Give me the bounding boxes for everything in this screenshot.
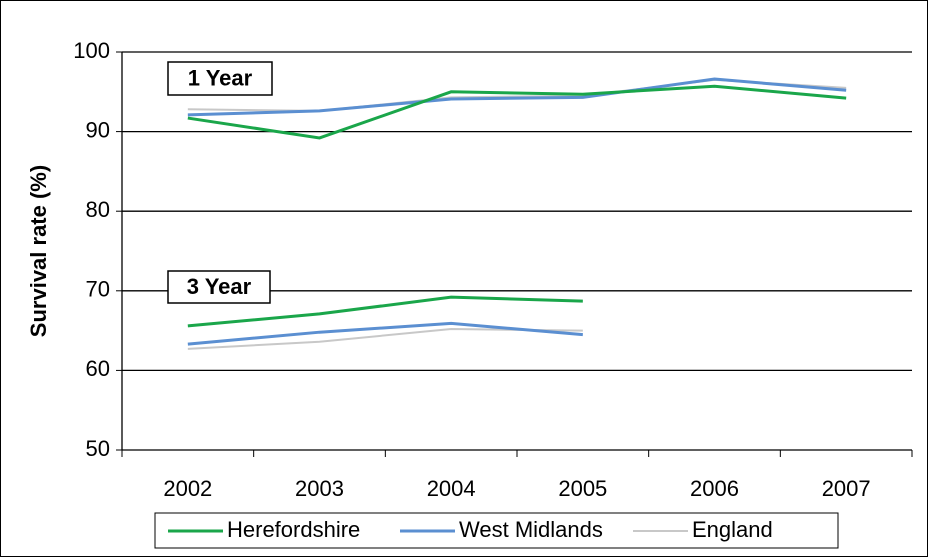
- x-tick-label: 2007: [822, 476, 871, 501]
- x-tick-label: 2006: [690, 476, 739, 501]
- y-axis-label: Survival rate (%): [26, 165, 51, 337]
- y-tick-label: 90: [86, 117, 110, 142]
- annotation: 3 Year: [187, 274, 252, 299]
- series-line: [187, 84, 847, 140]
- legend-label: West Midlands: [459, 517, 603, 542]
- legend-label: Herefordshire: [227, 517, 360, 542]
- series-line: [187, 321, 583, 346]
- y-tick-label: 80: [86, 197, 110, 222]
- series-line: [187, 295, 583, 328]
- x-tick-label: 2003: [295, 476, 344, 501]
- legend: [154, 512, 839, 549]
- y-tick-label: 100: [73, 38, 110, 63]
- series-line: [187, 77, 847, 117]
- y-tick-label: 50: [86, 436, 110, 461]
- x-tick-label: 2005: [558, 476, 607, 501]
- annotation: 1 Year: [188, 65, 253, 90]
- y-tick-label: 70: [86, 277, 110, 302]
- y-tick-label: 60: [86, 356, 110, 381]
- annotation-box: [167, 61, 273, 96]
- x-tick-label: 2004: [427, 476, 476, 501]
- x-tick-label: 2002: [163, 476, 212, 501]
- annotation-box: [167, 270, 271, 304]
- legend-label: England: [692, 517, 773, 542]
